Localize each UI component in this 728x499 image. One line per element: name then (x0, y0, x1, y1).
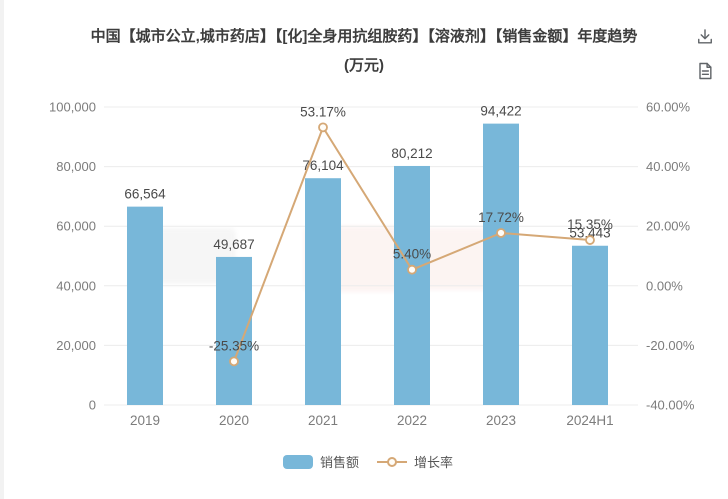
chart-title-text: 中国【城市公立,城市药店】【[化]全身用抗组胺药】【溶液剂】【销售金额】年度趋势 (90, 28, 638, 45)
right-axis-tick: 40.00% (646, 159, 691, 174)
legend-label-sales: 销售额 (319, 455, 359, 470)
x-axis-label-2023: 2023 (486, 413, 516, 428)
legend-item-sales[interactable]: 销售额 (282, 452, 359, 471)
growth-point-2023[interactable] (496, 228, 506, 238)
report-document-icon[interactable] (694, 60, 716, 82)
left-axis-tick: 40,000 (56, 278, 96, 293)
x-axis-label-2024H1: 2024H1 (566, 413, 613, 428)
chart-title-unit: (万元) (344, 57, 384, 75)
bar-swatch-icon (282, 454, 313, 469)
right-axis-tick: 20.00% (646, 219, 691, 234)
left-axis-tick: 60,000 (56, 219, 96, 234)
sales-bar-2024H1[interactable] (572, 245, 608, 405)
chart-legend: 销售额 增长率 (4, 452, 728, 471)
growth-point-2021[interactable] (318, 122, 328, 133)
growth-point-2022[interactable] (407, 264, 417, 275)
line-circle-icon (377, 455, 407, 469)
sales-bar-2022[interactable] (394, 165, 430, 405)
bar-value-label: 76,104 (302, 158, 344, 173)
left-axis-tick: 100,000 (49, 100, 96, 115)
x-axis-label-2020: 2020 (219, 413, 249, 428)
legend-label-growth: 增长率 (414, 455, 454, 470)
chart-toolbar (694, 26, 716, 82)
bar-value-label: 49,687 (213, 237, 254, 252)
left-axis-tick: 0 (89, 398, 96, 413)
right-axis-tick: -40.00% (646, 398, 695, 413)
growth-value-label: 17.72% (478, 210, 524, 225)
bar-value-label: 66,564 (124, 187, 166, 202)
sales-bar-2019[interactable] (127, 206, 163, 405)
bar-value-label: 94,422 (480, 104, 521, 119)
x-axis-label-2019: 2019 (130, 413, 160, 428)
growth-point-2020[interactable] (229, 356, 239, 367)
trend-chart-plot[interactable]: 100,000 60.00% 80,000 40.00% 60,000 20.00% 40,… (4, 0, 728, 499)
right-axis-tick: 0.00% (646, 278, 683, 293)
growth-value-label: 53.17% (300, 104, 346, 119)
growth-point-2024H1[interactable] (585, 235, 595, 245)
bar-value-label: 80,212 (391, 146, 432, 161)
right-axis-tick: 60.00% (646, 100, 691, 115)
growth-value-label: -25.35% (209, 338, 259, 353)
bar-value-label: 53,443 (569, 226, 610, 241)
growth-value-label: 5.40% (393, 247, 431, 262)
left-axis-tick: 20,000 (56, 338, 96, 353)
x-axis-label-2021: 2021 (308, 413, 338, 428)
growth-value-label: 15.35% (567, 217, 613, 232)
sales-bar-2021[interactable] (305, 178, 341, 405)
x-axis-label-2022: 2022 (397, 413, 427, 428)
legend-item-growth[interactable]: 增长率 (377, 452, 453, 471)
right-axis-tick: -20.00% (646, 338, 695, 353)
left-axis-tick: 80,000 (56, 159, 96, 174)
download-icon[interactable] (694, 26, 716, 48)
chart-title: 中国【城市公立,城市药店】【[化]全身用抗组胺药】【溶液剂】【销售金额】年度趋势… (34, 22, 694, 81)
sales-bar-2023[interactable] (483, 123, 519, 405)
